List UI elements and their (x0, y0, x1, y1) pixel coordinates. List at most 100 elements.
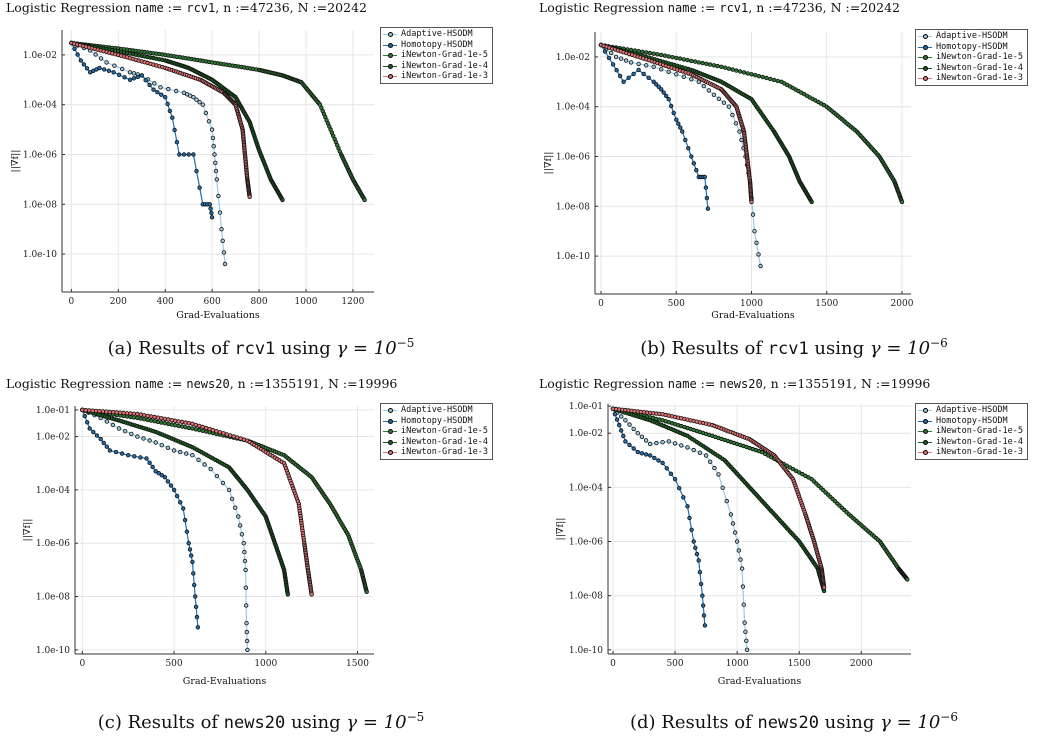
data-point (183, 420, 188, 425)
data-point (176, 419, 181, 424)
y-tick-label: 1.0e-08 (556, 202, 590, 212)
x-tick-label: 1200 (341, 297, 364, 307)
legend-label: Adaptive-HSODM (401, 405, 473, 416)
data-point (227, 433, 233, 438)
caption-mid: using (285, 712, 347, 733)
data-point (764, 75, 769, 81)
data-point (639, 451, 645, 456)
data-point (122, 75, 127, 80)
data-point (221, 250, 227, 255)
data-point (239, 532, 245, 537)
title-prefix: Logistic Regression (6, 376, 135, 391)
data-point (194, 614, 200, 620)
data-point (651, 64, 656, 69)
data-point (153, 469, 158, 474)
data-point (700, 593, 705, 598)
legend-swatch (918, 42, 932, 52)
data-point (104, 409, 109, 414)
data-point (116, 72, 122, 77)
x-tick-label: 1500 (815, 299, 838, 309)
data-point (93, 52, 98, 57)
data-point (165, 479, 171, 484)
caption-mid: using (808, 338, 870, 359)
data-point (753, 72, 758, 78)
data-point (144, 456, 149, 461)
data-point (78, 58, 83, 63)
data-point (643, 452, 649, 457)
data-point (696, 558, 701, 563)
data-point (169, 422, 174, 427)
data-point (663, 93, 669, 99)
data-point (666, 54, 671, 59)
x-tick-label: 200 (110, 297, 127, 307)
legend-swatch (383, 405, 397, 415)
data-point (138, 416, 143, 421)
data-point (135, 434, 140, 439)
series-homotopy-hsodm (80, 407, 201, 630)
data-point (159, 472, 164, 478)
data-point (209, 215, 215, 220)
data-point (704, 195, 710, 201)
data-point (177, 152, 182, 157)
plot-title: Logistic Regression name := news20, n :=… (539, 376, 930, 391)
data-point (169, 418, 174, 423)
y-tick-label: 1.0e-01 (36, 406, 70, 416)
data-point (141, 413, 147, 418)
data-point (176, 423, 181, 429)
plot-title: Logistic Regression name := rcv1, n :=47… (6, 0, 367, 15)
data-point (229, 496, 235, 501)
series-inewton-grad-1e-4 (610, 406, 827, 594)
data-point (104, 419, 109, 424)
series-inewton-grad-1e-4 (69, 40, 285, 203)
data-point (75, 52, 80, 57)
data-point (242, 549, 247, 555)
data-point (610, 62, 616, 67)
data-point (190, 452, 195, 458)
data-point (724, 498, 729, 504)
data-point (672, 441, 678, 446)
data-point (217, 210, 223, 215)
data-point (679, 443, 684, 448)
data-point (730, 521, 736, 526)
x-tick-label: 2000 (891, 299, 914, 309)
x-tick-label: 500 (668, 299, 685, 309)
data-point (138, 412, 143, 417)
data-point (280, 197, 285, 203)
caption-prefix: (b) Results of (640, 338, 768, 359)
data-point (191, 94, 196, 100)
data-point (203, 110, 209, 116)
legend-label: iNewton-Grad-1e-3 (401, 447, 488, 458)
data-point (110, 422, 116, 428)
data-point (623, 58, 629, 63)
data-point (177, 500, 183, 505)
data-point (752, 228, 757, 234)
data-point (172, 127, 177, 133)
data-point (741, 602, 746, 607)
data-point (172, 418, 178, 423)
y-tick-label: 1.0e-06 (569, 538, 603, 548)
data-point (754, 240, 759, 245)
data-point (195, 625, 201, 630)
data-point (216, 193, 221, 199)
data-point (621, 79, 626, 84)
data-point (623, 439, 628, 444)
data-point (200, 428, 205, 433)
caption-exponent: −5 (396, 336, 415, 350)
data-point (704, 61, 709, 66)
data-point (180, 506, 186, 511)
plot-title: Logistic Regression name := news20, n :=… (6, 376, 397, 391)
data-point (193, 422, 198, 428)
series-inewton-grad-1e-3 (610, 406, 827, 590)
data-point (194, 97, 199, 102)
data-point (148, 418, 154, 423)
title-n: , n :=47236, (215, 0, 298, 15)
chart-panel-b: Logistic Regression name := rcv1, n :=47… (533, 0, 1045, 369)
data-point (170, 115, 175, 120)
data-point (689, 154, 694, 159)
title-assign: := (696, 376, 720, 391)
title-dataset: rcv1 (186, 1, 216, 15)
data-point (244, 620, 249, 626)
y-tick-label: 1.0e-10 (23, 250, 57, 260)
caption-exponent: −5 (406, 710, 425, 724)
data-point (94, 433, 100, 438)
